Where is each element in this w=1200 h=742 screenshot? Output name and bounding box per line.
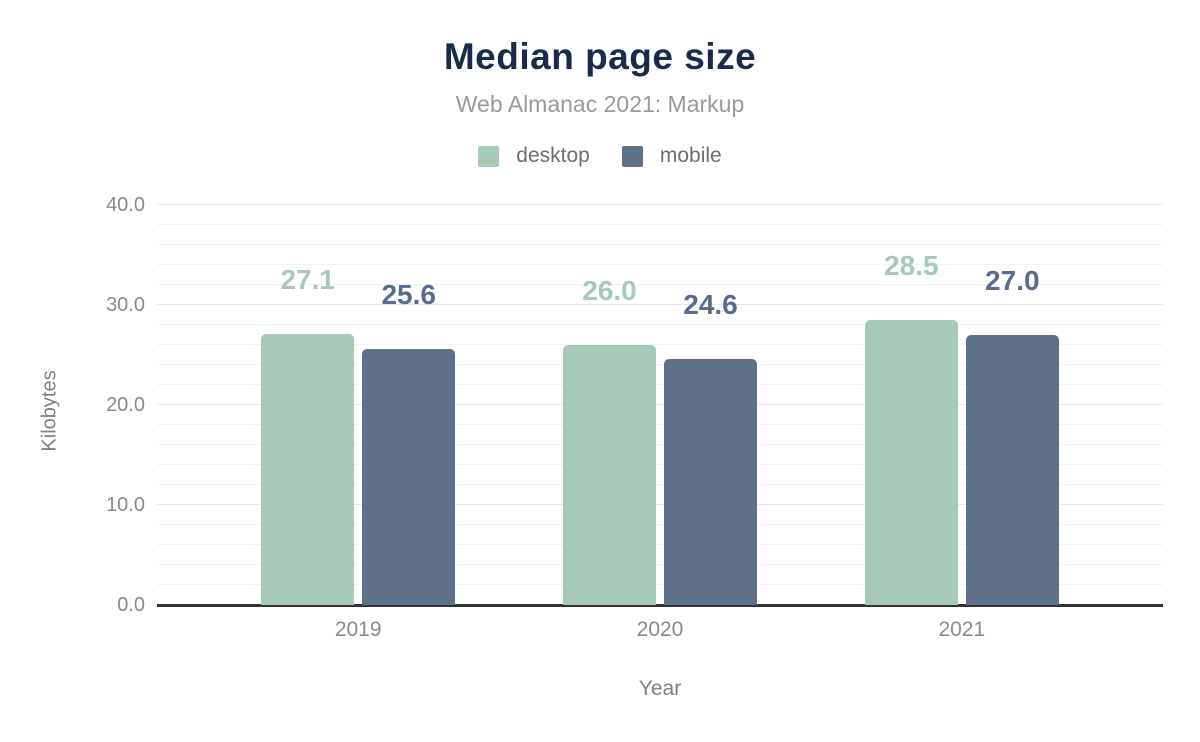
gridline-minor [157, 344, 1163, 345]
bar-value-label-desktop-2020: 26.0 [582, 275, 637, 306]
x-tick-label-2021: 2021 [938, 618, 986, 641]
y-tick-label: 20.0 [106, 394, 145, 416]
legend-item-mobile[interactable]: mobile [621, 144, 722, 168]
legend-label: desktop [516, 144, 590, 167]
gridline-minor [157, 444, 1163, 445]
x-tick-label-2020: 2020 [636, 618, 684, 641]
y-tick-label: 10.0 [106, 494, 145, 516]
gridline-minor [157, 544, 1163, 545]
gridline-minor [157, 584, 1163, 585]
gridline-minor [157, 464, 1163, 465]
x-tick-label-2019: 2019 [334, 618, 382, 641]
gridline-minor [157, 264, 1163, 265]
gridline-minor [157, 384, 1163, 385]
legend-swatch-mobile [621, 145, 643, 167]
gridline-minor [157, 564, 1163, 565]
y-tick-label: 0.0 [117, 594, 145, 616]
gridline-minor [157, 424, 1163, 425]
gridline-minor [157, 244, 1163, 245]
legend-item-desktop[interactable]: desktop [478, 144, 590, 168]
bar-desktop-2020[interactable] [563, 345, 656, 605]
gridline-major [157, 504, 1163, 505]
gridline-minor [157, 284, 1163, 285]
gridline-minor [157, 524, 1163, 525]
bar-value-label-mobile-2020: 24.6 [683, 289, 738, 320]
x-axis-title: Year [638, 677, 682, 700]
gridline-major [157, 304, 1163, 305]
bar-desktop-2019[interactable] [261, 334, 355, 605]
legend-label: mobile [659, 144, 722, 167]
gridline-minor [157, 224, 1163, 225]
y-tick-label: 40.0 [106, 194, 145, 216]
bar-value-label-desktop-2019: 27.1 [280, 264, 335, 295]
bar-mobile-2021[interactable] [965, 335, 1059, 605]
gridline-major [157, 404, 1163, 405]
gridline-minor [157, 484, 1163, 485]
x-axis-line [157, 604, 1163, 607]
plot-area: 27.1 25.6 26.0 24.6 28.5 27.0 [157, 204, 1163, 607]
chart-subtitle: Web Almanac 2021: Markup [455, 91, 745, 117]
gridline-minor [157, 364, 1163, 365]
bar-desktop-2021[interactable] [864, 320, 958, 605]
gridline-major [157, 204, 1163, 205]
bar-mobile-2019[interactable] [362, 349, 456, 605]
legend: desktop mobile [0, 144, 1200, 168]
bar-value-label-desktop-2021: 28.5 [884, 250, 939, 281]
gridline-minor [157, 324, 1163, 325]
bar-mobile-2020[interactable] [664, 359, 757, 605]
legend-swatch-desktop [478, 145, 500, 167]
y-tick-label: 30.0 [106, 294, 145, 316]
chart-title: Median page size [443, 36, 757, 77]
bar-value-label-mobile-2021: 27.0 [985, 265, 1040, 296]
bar-value-label-mobile-2019: 25.6 [381, 279, 436, 310]
